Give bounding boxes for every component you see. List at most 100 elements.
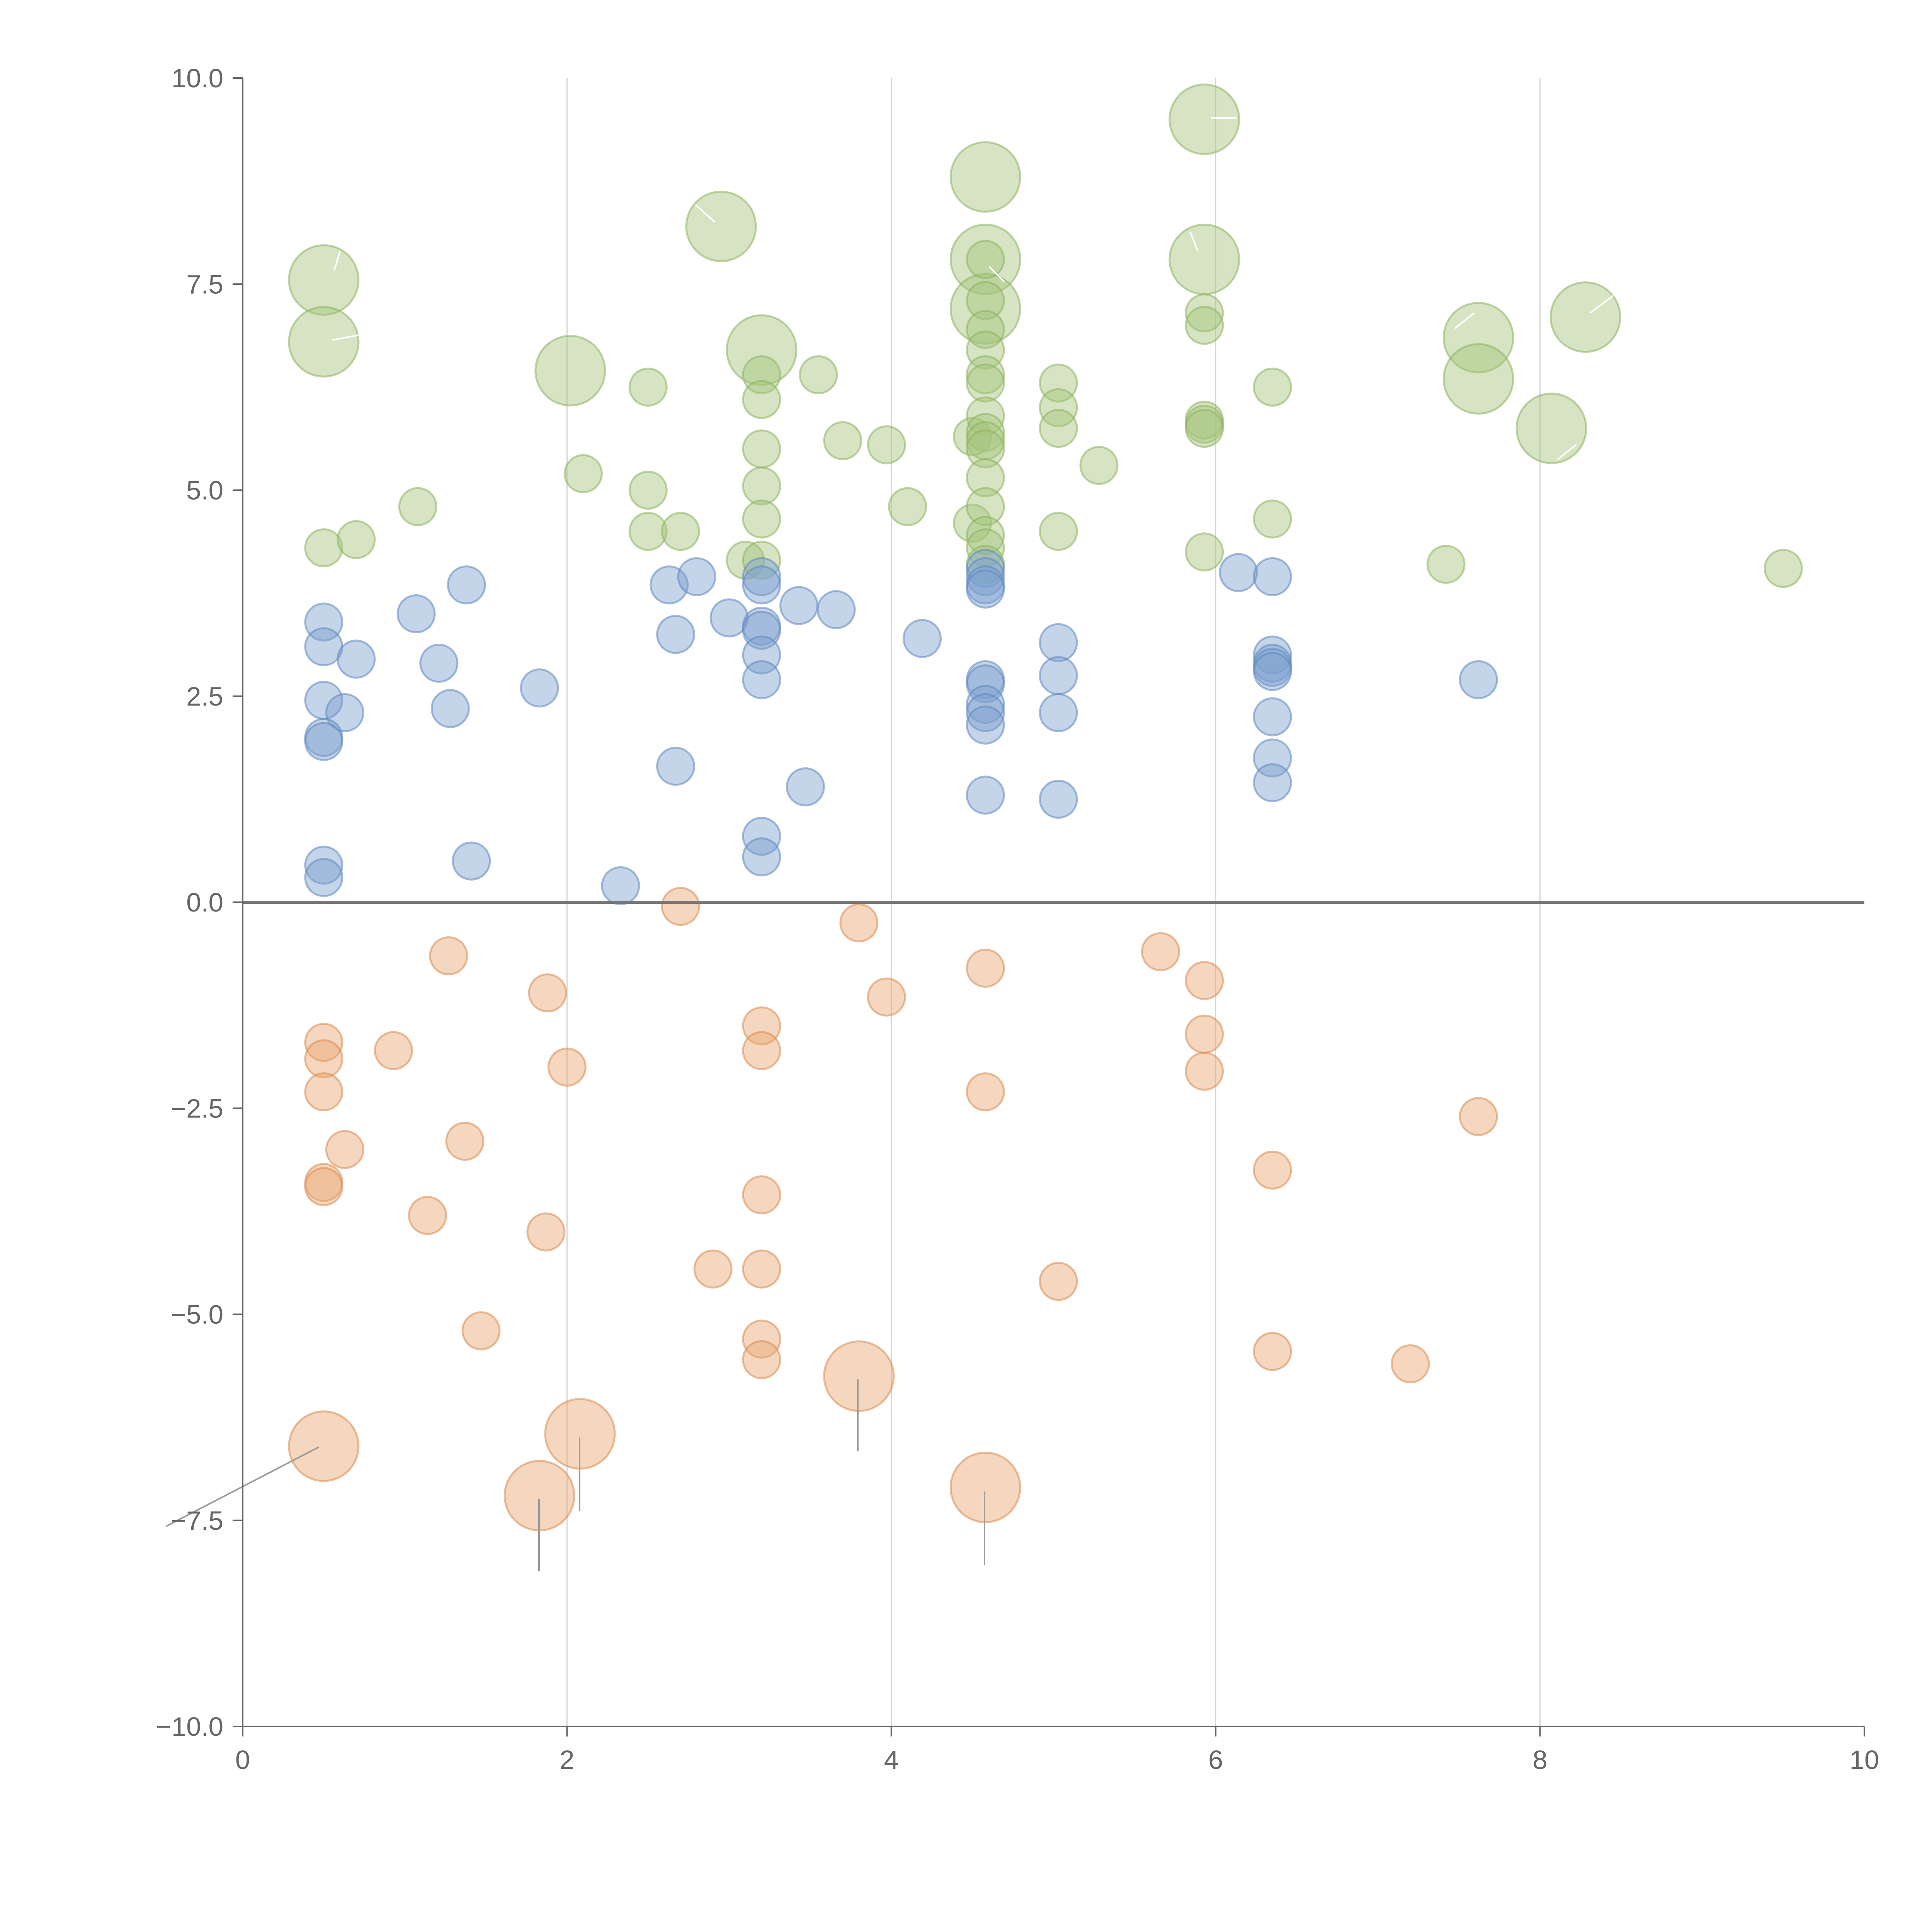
data-point-blue — [1039, 779, 1078, 819]
data-point-blue — [1253, 697, 1292, 736]
data-point-green — [628, 471, 668, 510]
data-point-orange — [867, 977, 906, 1017]
data-point-green — [726, 541, 765, 580]
data-point-green — [966, 240, 1005, 279]
data-point-green — [966, 310, 1005, 349]
data-point-orange — [374, 1031, 413, 1070]
data-point-blue — [742, 565, 781, 605]
data-point-green — [1185, 409, 1224, 448]
x-tick-label: 8 — [1532, 1745, 1547, 1775]
data-point-orange — [304, 1039, 344, 1078]
data-point-blue — [779, 586, 819, 625]
data-point-orange — [445, 1122, 485, 1161]
data-point-green — [1039, 409, 1078, 448]
data-point-blue — [966, 693, 1005, 732]
data-point-blue — [1253, 557, 1292, 596]
data-point-green — [398, 487, 437, 526]
data-point-green — [1442, 343, 1514, 415]
data-point-blue — [656, 615, 696, 654]
data-point-blue — [520, 668, 559, 707]
callout-line — [332, 333, 364, 341]
data-point-orange — [304, 1023, 344, 1062]
data-point-green — [534, 335, 606, 406]
x-tick-label: 6 — [1208, 1745, 1223, 1775]
y-tick-label: 7.5 — [186, 269, 223, 299]
callout-line — [695, 204, 716, 223]
data-point-green — [1442, 302, 1514, 374]
data-point-orange — [1185, 1014, 1224, 1054]
callout-line — [988, 266, 1005, 283]
data-point-orange — [288, 1410, 360, 1482]
y-tick-label: −7.5 — [171, 1506, 223, 1536]
data-point-orange — [742, 1319, 781, 1359]
data-point-orange — [1253, 1150, 1292, 1190]
x-tick-label: 10 — [1850, 1745, 1879, 1775]
y-tick-label: 5.0 — [186, 476, 223, 505]
data-point-blue — [966, 664, 1005, 704]
data-point-green — [1185, 306, 1224, 345]
y-tick-label: 10.0 — [172, 63, 223, 93]
data-point-green — [337, 520, 376, 559]
data-point-orange — [966, 1072, 1005, 1112]
data-point-green — [1185, 532, 1224, 571]
data-point-green — [661, 512, 700, 551]
data-point-blue — [419, 643, 459, 683]
data-point-orange — [1253, 1332, 1292, 1371]
data-point-orange — [661, 887, 700, 926]
data-point-green — [1426, 544, 1466, 584]
data-point-orange — [408, 1196, 447, 1235]
data-point-orange — [304, 1167, 344, 1206]
data-point-blue — [742, 660, 781, 699]
data-point-green — [1549, 281, 1621, 353]
x-tick-label: 4 — [884, 1745, 899, 1775]
data-point-orange — [1185, 961, 1224, 1000]
data-point-green — [966, 429, 1005, 469]
data-point-blue — [966, 705, 1005, 745]
data-point-green — [1168, 83, 1240, 155]
data-point-blue — [1459, 660, 1498, 699]
marks-layer — [288, 83, 1803, 1532]
data-point-green — [742, 429, 781, 469]
data-point-orange — [528, 973, 567, 1013]
data-point-green — [304, 528, 344, 568]
data-point-green — [1764, 549, 1803, 588]
axes-layer: −10.0 −7.5 −5.0 −2.5 0.0 2.5 5.0 7.5 10.0 0 2 4 6 8 10 — [156, 63, 1879, 1775]
data-point-orange — [823, 1340, 895, 1412]
data-point-green — [1039, 388, 1078, 427]
data-point-green — [628, 367, 668, 407]
data-point-blue — [447, 565, 486, 605]
data-point-blue — [742, 837, 781, 877]
data-point-blue — [656, 747, 696, 786]
data-point-orange — [742, 1249, 781, 1289]
data-point-blue — [452, 841, 491, 881]
data-point-green — [966, 363, 1005, 403]
data-point-orange — [1141, 932, 1180, 971]
data-point-blue — [966, 549, 1005, 588]
data-point-blue — [430, 689, 470, 728]
data-point-blue — [966, 569, 1005, 609]
data-point-green — [888, 487, 927, 526]
y-tick-label: −5.0 — [171, 1300, 223, 1330]
data-point-blue — [1039, 656, 1078, 695]
data-point-orange — [325, 1130, 364, 1169]
callout-line — [333, 251, 341, 271]
data-point-blue — [1253, 652, 1292, 691]
data-point-green — [966, 487, 1005, 526]
data-point-blue — [903, 619, 942, 658]
data-point-orange — [742, 1175, 781, 1214]
callout-line — [1454, 312, 1475, 329]
data-point-blue — [966, 776, 1005, 815]
data-point-blue — [601, 866, 640, 905]
data-point-blue — [1039, 623, 1078, 662]
data-point-green — [966, 458, 1005, 498]
data-point-blue — [786, 767, 825, 806]
y-tick-label: −2.5 — [171, 1094, 223, 1123]
data-point-green — [1253, 499, 1292, 539]
data-point-blue — [742, 816, 781, 856]
data-point-green — [966, 516, 1005, 555]
y-tick-label: −10.0 — [156, 1712, 223, 1742]
data-point-orange — [547, 1048, 587, 1087]
data-point-green — [966, 281, 1005, 320]
data-point-blue — [1039, 693, 1078, 732]
data-point-green — [1168, 223, 1240, 295]
